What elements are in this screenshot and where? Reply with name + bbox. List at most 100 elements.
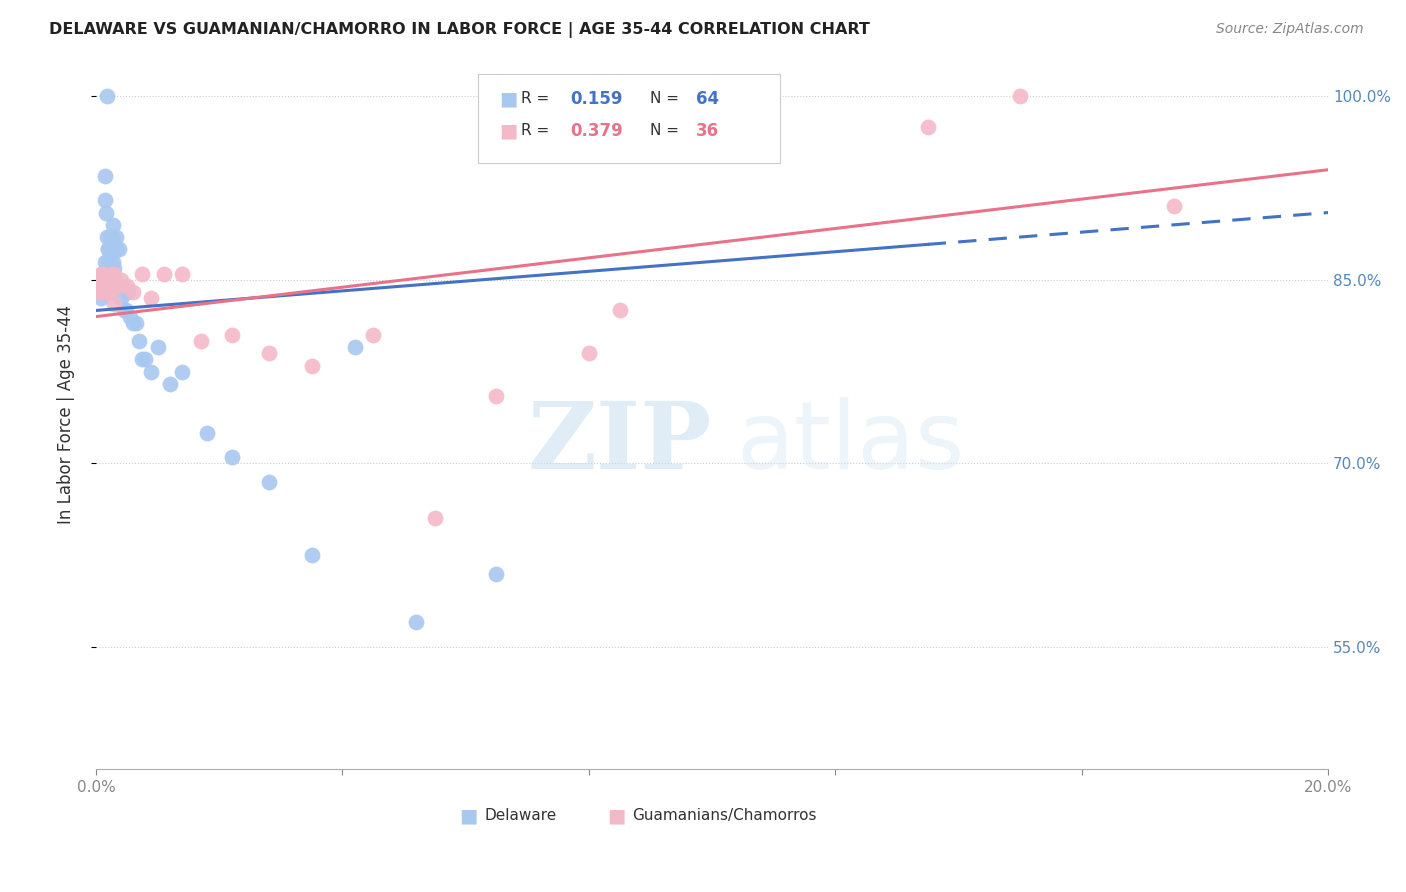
Point (98, 230, 121, 244)
Text: Delaware: Delaware (484, 808, 557, 823)
Point (101, 279, 124, 293)
Point (91, 267, 114, 281)
Point (94, 169, 117, 183)
Point (141, 291, 163, 305)
Text: ZIP: ZIP (527, 398, 711, 488)
Point (96, 279, 118, 293)
Point (90, 267, 112, 281)
Point (96, 89, 118, 103)
Point (221, 327, 243, 342)
Text: Source: ZipAtlas.com: Source: ZipAtlas.com (1216, 22, 1364, 37)
Point (301, 359, 323, 373)
Point (93, 285, 115, 299)
Point (97, 242, 120, 256)
Point (423, 511, 446, 525)
Point (107, 279, 129, 293)
Point (103, 242, 125, 256)
Text: 0.379: 0.379 (571, 121, 623, 139)
Point (103, 297, 125, 311)
Point (87, 285, 110, 299)
Point (98, 254, 121, 268)
Point (122, 285, 145, 299)
Point (100, 267, 122, 281)
Point (89, 273, 111, 287)
Point (94, 254, 117, 268)
Text: N =: N = (651, 91, 679, 106)
Point (159, 376, 181, 391)
Point (110, 273, 132, 287)
Point (97, 242, 120, 256)
Point (103, 254, 125, 268)
Point (108, 242, 131, 256)
Point (98, 242, 121, 256)
Point (101, 230, 124, 244)
Point (93, 285, 115, 299)
Text: ■: ■ (460, 806, 478, 825)
Point (93, 267, 115, 281)
Point (93, 267, 115, 281)
Point (94, 279, 117, 293)
Point (405, 615, 427, 630)
Point (172, 365, 194, 379)
Point (301, 548, 323, 562)
Point (90, 291, 112, 305)
Point (131, 352, 153, 367)
Point (91, 267, 114, 281)
Point (93, 279, 115, 293)
Point (103, 260, 125, 275)
Point (172, 267, 194, 281)
Point (96, 273, 118, 287)
Point (114, 303, 136, 318)
Point (361, 327, 384, 342)
Point (917, 120, 939, 134)
Point (257, 475, 280, 489)
Point (115, 279, 138, 293)
Point (1163, 199, 1185, 213)
Point (111, 279, 134, 293)
Point (152, 267, 174, 281)
Point (100, 248, 122, 262)
Point (1010, 89, 1032, 103)
Text: DELAWARE VS GUAMANIAN/CHAMORRO IN LABOR FORCE | AGE 35-44 CORRELATION CHART: DELAWARE VS GUAMANIAN/CHAMORRO IN LABOR … (49, 22, 870, 38)
Text: atlas: atlas (737, 397, 965, 489)
Point (96, 260, 118, 275)
Point (91, 273, 114, 287)
Point (609, 89, 631, 103)
Point (110, 291, 132, 305)
Point (128, 334, 150, 348)
Point (131, 267, 153, 281)
Point (107, 279, 129, 293)
Point (90, 279, 112, 293)
Point (93, 273, 115, 287)
Point (195, 425, 218, 440)
Text: 36: 36 (696, 121, 720, 139)
Point (98, 285, 121, 299)
Point (221, 450, 243, 465)
Point (117, 285, 139, 299)
Point (100, 279, 122, 293)
Point (609, 303, 631, 318)
Point (105, 242, 128, 256)
Point (134, 352, 156, 367)
Point (96, 205, 118, 219)
Text: ■: ■ (499, 121, 517, 140)
Point (87, 279, 110, 293)
Point (146, 340, 169, 354)
Point (190, 334, 212, 348)
Point (91, 267, 114, 281)
Point (97, 254, 120, 268)
Point (101, 218, 124, 232)
Point (103, 273, 125, 287)
Point (578, 346, 600, 360)
Point (103, 267, 125, 281)
Point (94, 194, 117, 208)
Text: ■: ■ (499, 89, 517, 108)
Text: R =: R = (522, 91, 550, 106)
Point (96, 230, 118, 244)
Point (112, 303, 135, 318)
Y-axis label: In Labor Force | Age 35-44: In Labor Force | Age 35-44 (58, 305, 75, 524)
Text: 64: 64 (696, 89, 720, 108)
Point (122, 316, 145, 330)
Point (93, 279, 115, 293)
Point (91, 285, 114, 299)
